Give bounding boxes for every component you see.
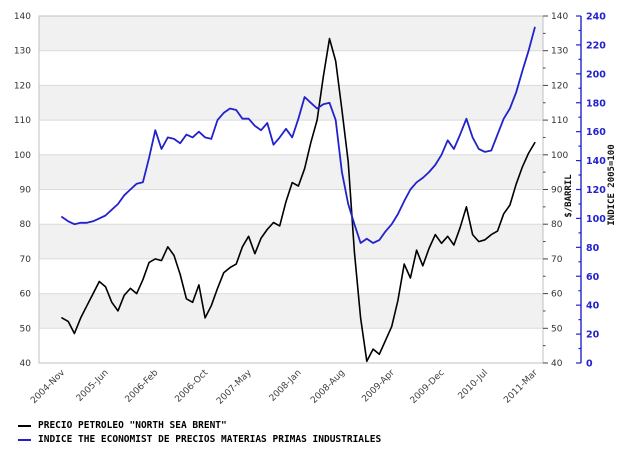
blue-axis-tick-label: 200 [586, 69, 606, 80]
x-axis-tick-label: 2005-Jun [75, 368, 111, 404]
left-axis-tick-label: 110 [14, 116, 31, 126]
blue-axis-tick-label: 140 [586, 156, 606, 167]
right-axis-tick-label: 40 [551, 359, 563, 369]
plot-band [39, 16, 543, 51]
left-axis-tick-label: 60 [20, 290, 32, 300]
right-axis-tick-label: 80 [551, 220, 563, 230]
blue-axis-tick-label: 100 [586, 214, 606, 225]
legend-item-brent: PRECIO PETROLEO "NORTH SEA BRENT" [18, 420, 381, 431]
x-axis-tick-label: 2010-Jul [457, 368, 491, 402]
legend-label-brent: PRECIO PETROLEO "NORTH SEA BRENT" [38, 420, 227, 431]
right-axis-title-index-2005-100: INDICE 2005=100 [607, 144, 617, 226]
blue-axis-tick-label: 160 [586, 127, 606, 138]
blue-axis-tick-label: 240 [586, 12, 606, 23]
left-axis-tick-label: 140 [14, 12, 31, 22]
brent-series-line [61, 37, 536, 363]
right-axis-tick-label: 110 [551, 116, 568, 126]
right-axis-tick-label: 140 [551, 12, 568, 22]
left-axis-tick-label: 70 [20, 255, 32, 265]
x-axis-tick-label: 2008-Jan [268, 368, 304, 404]
blue-axis-tick-label: 40 [586, 301, 600, 312]
left-axis-tick-label: 40 [20, 359, 32, 369]
blue-axis-tick-label: 180 [586, 98, 606, 109]
blue-axis-tick-label: 20 [586, 330, 600, 341]
right-axis-tick-label: 120 [551, 81, 568, 91]
left-axis-tick-label: 130 [14, 47, 31, 57]
right-axis-tick-label: 100 [551, 151, 568, 161]
x-axis-tick-label: 2009-Apr [360, 368, 397, 405]
plot-band [39, 85, 543, 121]
x-axis-tick-label: 2008-Aug [309, 368, 347, 406]
right-axis-tick-label: 50 [551, 324, 563, 334]
legend-swatch-brent-line [18, 424, 31, 427]
blue-axis-tick-label: 0 [586, 359, 593, 370]
right-axis-tick-label: 60 [551, 290, 563, 300]
right-axis-tick-label: 130 [551, 47, 568, 57]
right-axis-tick-label: 70 [551, 255, 563, 265]
index-series-line [61, 26, 536, 244]
left-axis-tick-label: 120 [14, 81, 31, 91]
x-axis-tick-label: 2006-Oct [173, 368, 210, 405]
left-axis-tick-label: 100 [14, 151, 31, 161]
blue-axis-tick-label: 220 [586, 40, 606, 51]
x-axis-tick-label: 2004-Nov [29, 368, 67, 406]
right-axis-tick-label: 90 [551, 186, 563, 196]
blue-axis-tick-label: 80 [586, 243, 600, 254]
left-axis-tick-label: 50 [20, 324, 32, 334]
blue-axis-tick-label: 60 [586, 272, 600, 283]
plot-band [39, 224, 543, 259]
legend-label-economist-index: INDICE THE ECONOMIST DE PRECIOS MATERIAS… [38, 434, 382, 445]
x-axis-tick-label: 2009-Dec [409, 368, 447, 406]
legend-item-economist-index: INDICE THE ECONOMIST DE PRECIOS MATERIAS… [18, 434, 381, 445]
legend-swatch-index-line [18, 438, 31, 441]
right-axis-title-dollars-per-barrel: $/BARRIL [564, 174, 574, 218]
plot-band [39, 293, 543, 329]
blue-axis-tick-label: 120 [586, 185, 606, 196]
legend: PRECIO PETROLEO "NORTH SEA BRENT" INDICE… [18, 420, 381, 445]
x-axis-tick-label: 2006-Feb [124, 368, 161, 405]
x-axis-tick-label: 2011-Mar [502, 368, 540, 406]
left-axis-tick-label: 80 [20, 220, 32, 230]
left-axis-tick-label: 90 [20, 186, 32, 196]
x-axis-tick-label: 2007-May [215, 368, 254, 407]
